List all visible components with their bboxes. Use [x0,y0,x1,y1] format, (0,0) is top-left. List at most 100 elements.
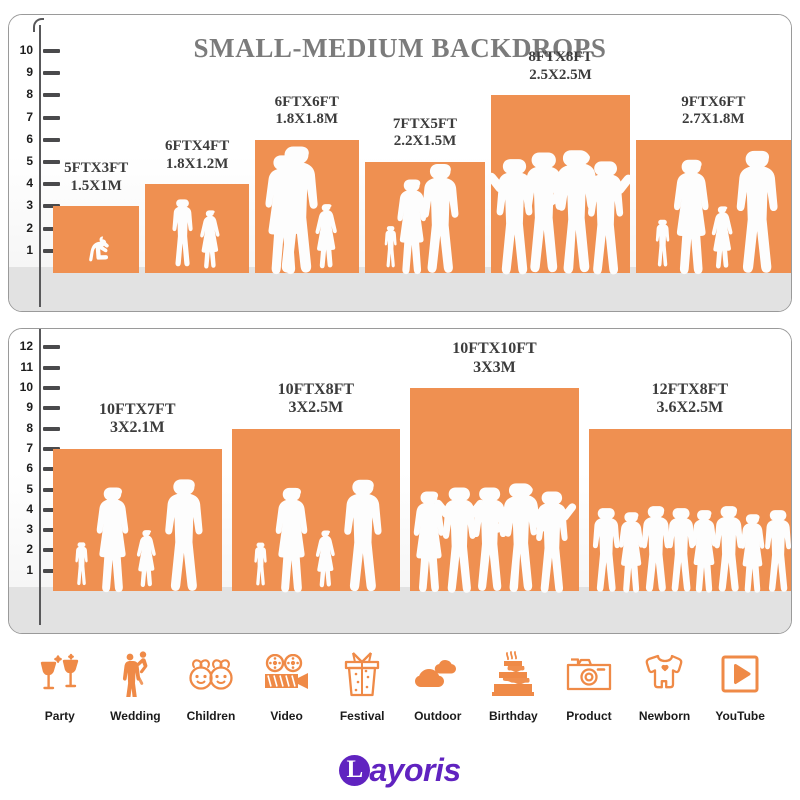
wine-glasses-icon [38,648,82,700]
y-axis-tick-label: 6 [26,131,33,146]
bar-size-imperial: 10FTX8FT [277,380,355,398]
y-axis-tick [43,226,60,231]
use-case-youtube[interactable]: YouTube [702,648,778,723]
y-axis-tick [43,507,60,512]
bar-size-metric: 2.5X2.5M [529,66,592,83]
children-faces-icon [186,648,236,700]
bar-size-imperial: 12FTX8FT [651,380,729,398]
y-axis-tick-label: 5 [26,154,33,168]
photo-camera-icon [565,648,613,700]
backdrop-size-bar [254,139,359,274]
gift-box-icon [340,648,384,700]
bar-size-label: 9FTX6FT 2.7X1.8M [606,93,791,129]
people-silhouettes [589,429,791,593]
bar-size-label: 8FTX8FT 2.5X2.5M [461,49,659,84]
page-title: SMALL-MEDIUM BACKDROPS [193,33,607,63]
y-axis-tick-label: 9 [26,400,33,415]
bar-size-metric: 1.5X1M [70,177,122,194]
birthday-cake-icon [491,648,535,700]
use-case-label: Newborn [638,709,691,723]
backdrop-size-bar [364,162,486,275]
use-case-label: Birthday [489,709,538,723]
people-silhouettes [410,388,579,593]
y-axis-tick [43,446,60,451]
bar-size-metric: 2.7X1.8M [682,111,745,128]
backdrop-size-bar [145,184,249,273]
wedding-couple-icon [118,648,152,700]
y-axis-tick [43,160,60,164]
y-axis-tick-label: 8 [26,420,33,435]
y-axis-tick-label: 4 [26,176,33,191]
use-case-outdoor[interactable]: Outdoor [400,648,476,723]
y-axis-tick-label: 3 [26,198,33,213]
people-silhouettes [53,449,222,593]
bar-size-metric: 3X3M [473,358,516,376]
bar-size-imperial: 8FTX8FT [528,49,593,66]
y-axis-tick [43,386,60,390]
use-case-label: Children [186,709,236,723]
y-axis-tick-label: 1 [26,562,33,577]
y-axis-tick [43,467,60,472]
y-axis-tick-label: 3 [26,522,33,537]
y-axis-tick-label: 10 [19,43,33,57]
play-button-icon [720,648,760,700]
y-axis-tick [43,93,60,98]
use-case-wedding[interactable]: Wedding [98,648,174,723]
y-axis-tick [43,204,60,209]
y-axis-tick-label: 11 [20,359,33,374]
y-axis-line [33,18,44,307]
y-axis-tick-label: 7 [26,440,33,455]
y-axis-tick [43,406,60,411]
bar-size-imperial: 9FTX6FT [681,93,746,110]
brand-logo: L ayoris [0,752,800,789]
y-axis-tick-label: 12 [19,339,33,354]
bar-size-label: 6FTX6FT 1.8X1.8M [225,94,389,129]
y-axis-tick [43,345,60,350]
y-axis-tick [43,182,60,187]
y-axis-tick-label: 4 [26,501,33,516]
bar-size-label: 6FTX4FT 1.8X1.2M [115,138,279,173]
bar-size-label: 10FTX10FT 3X3M [380,340,609,377]
bar-size-metric: 3X2.1M [109,419,165,437]
bar-size-imperial: 10FTX10FT [452,340,537,357]
bar-size-imperial: 5FTX3FT [64,160,129,177]
backdrop-size-bar [53,206,140,273]
use-case-newborn[interactable]: Newborn [627,648,703,723]
y-axis-tick-label: 5 [26,481,33,496]
movie-camera-icon [262,648,312,700]
people-silhouettes [365,162,486,275]
backdrop-size-bar [231,428,401,593]
use-case-label: Product [566,709,612,723]
y-axis-line [39,329,41,625]
chart-panel-small-medium: SMALL-MEDIUM BACKDROPS 10 9 8 7 6 5 4 3 2 1 5FTX3… [8,14,792,312]
y-axis-tick-label: 1 [26,242,33,257]
use-case-birthday[interactable]: Birthday [476,648,552,723]
bar-size-imperial: 7FTX5FT [392,116,458,132]
y-axis-tick [43,248,60,253]
use-case-label: Festival [339,709,385,723]
bar-size-imperial: 6FTX4FT [165,138,230,155]
brand-name: ayoris [369,752,461,788]
use-case-label: Wedding [110,709,161,723]
backdrop-size-bar [635,139,791,274]
bar-size-label: 10FTX8FT 3X2.5M [202,381,431,418]
use-case-party[interactable]: Party [22,648,98,723]
people-silhouettes [636,140,791,274]
y-axis-tick [43,115,60,120]
y-axis-tick [43,568,60,573]
cloud-mountain-icon [414,648,461,700]
use-case-label: Outdoor [414,709,462,723]
y-axis-tick [43,548,60,553]
use-case-children[interactable]: Children [173,648,249,723]
bar-size-imperial: 6FTX6FT [274,93,339,110]
y-axis-tick-label: 6 [26,461,33,476]
y-axis-tick-label: 7 [26,109,33,124]
bar-size-label: 7FTX5FT 2.2X1.5M [335,116,516,151]
people-silhouettes [232,429,401,593]
use-case-video[interactable]: Video [249,648,325,723]
y-axis-tick-label: 8 [26,87,33,102]
bar-size-metric: 3X2.5M [288,399,344,417]
use-case-festival[interactable]: Festival [324,648,400,723]
use-case-product[interactable]: Product [551,648,627,723]
